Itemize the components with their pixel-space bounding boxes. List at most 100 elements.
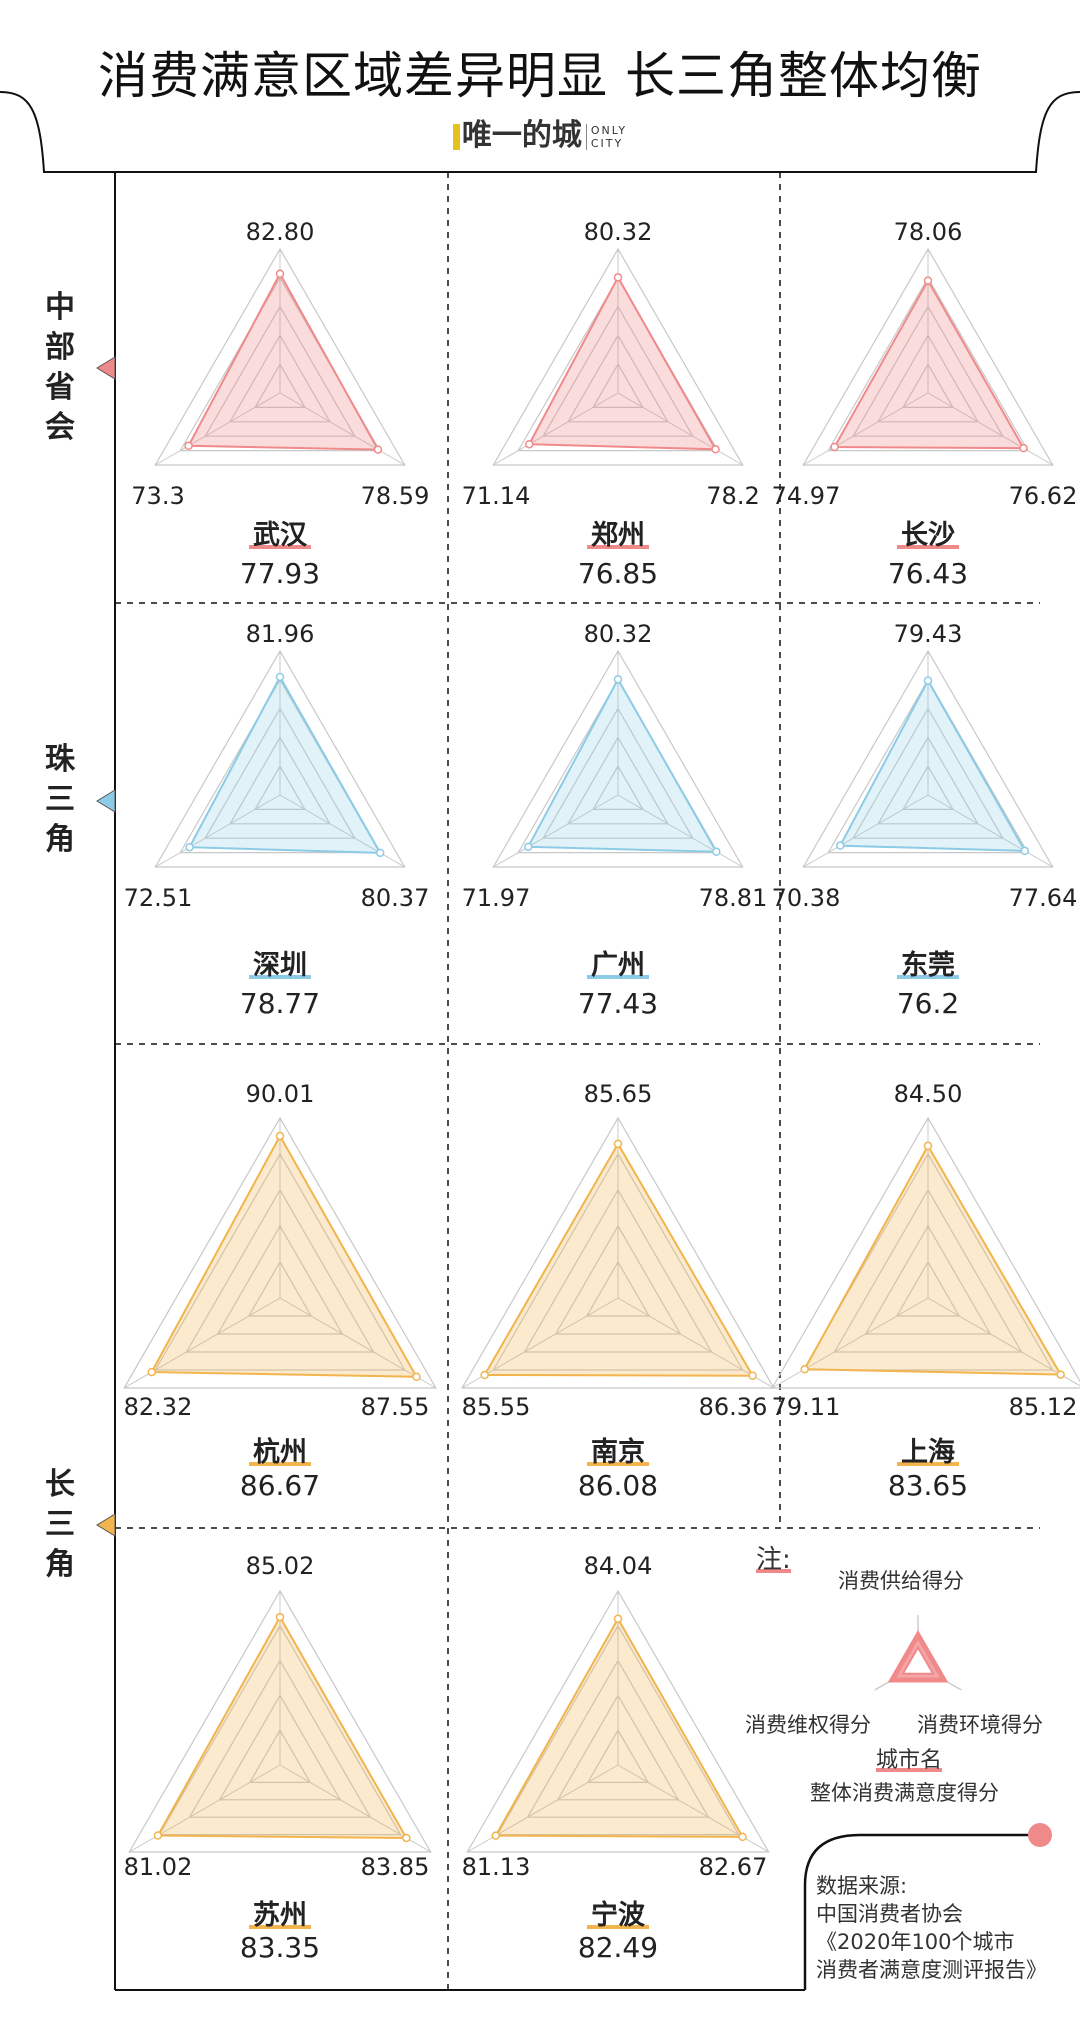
city-name-text: 苏州 — [249, 1900, 311, 1931]
radar-grid — [496, 1624, 740, 1836]
city-name-text: 东莞 — [897, 950, 959, 981]
city-name: 广州 — [538, 950, 698, 982]
radar-grid — [802, 247, 1054, 466]
radar-axis — [155, 392, 281, 466]
radar-axis — [803, 392, 929, 466]
radar-grid — [461, 1116, 775, 1389]
city-0-radar-point — [184, 441, 193, 451]
city-name-text: 深圳 — [249, 950, 311, 981]
radar-axis — [279, 1297, 437, 1389]
radar-grid — [247, 1260, 313, 1317]
rights-score: 81.13 — [461, 1853, 531, 1881]
source-org: 中国消费者协会 — [816, 1902, 963, 1926]
radar-grid — [204, 707, 356, 839]
rights-score: 70.38 — [771, 884, 841, 912]
supply-score: 82.80 — [245, 218, 315, 246]
radar-axis — [155, 794, 281, 868]
city-name: 上海 — [848, 1437, 1008, 1469]
city-name-text: 上海 — [897, 1437, 959, 1468]
environment-score: 76.62 — [1008, 482, 1078, 510]
radar-axis — [927, 392, 1053, 466]
radar-axis — [279, 392, 405, 466]
radar-grid — [864, 1224, 992, 1335]
region-label-prd: 珠三角 — [45, 742, 75, 857]
radar-grid — [523, 1188, 713, 1353]
radar-grid — [827, 276, 1029, 452]
source-report-2: 消费者满意度测评报告》 — [816, 1958, 1047, 1982]
radar-grid — [154, 1152, 406, 1371]
legend-overall: 整体消费满意度得分 — [810, 1781, 999, 1805]
city-5-radar-area — [838, 678, 1027, 852]
overall-score: 77.93 — [239, 557, 321, 590]
radar-grid — [492, 247, 744, 466]
environment-score: 82.67 — [698, 1853, 768, 1881]
radar-grid — [567, 736, 669, 825]
radar-grid — [592, 363, 644, 408]
radar-grid — [542, 305, 694, 437]
city-4-radar-point — [613, 675, 623, 684]
radar-grid — [248, 1728, 312, 1784]
city-5-radar-point — [923, 676, 933, 685]
radar-grid — [492, 649, 744, 868]
city-5-radar-point — [1020, 846, 1030, 856]
radar-grid — [877, 736, 979, 825]
legend-radar-icon — [901, 1645, 935, 1675]
region-label-yrd: 长三角 — [45, 1467, 75, 1582]
supply-score: 81.96 — [245, 620, 315, 648]
radar-grid — [852, 305, 1004, 437]
environment-score: 78.2 — [706, 482, 760, 510]
overall-score: 78.77 — [239, 987, 321, 1020]
environment-score: 77.64 — [1008, 884, 1078, 912]
city-8-radar-area — [803, 1143, 1063, 1376]
radar-grid — [185, 1188, 375, 1353]
city-name-text: 南京 — [587, 1437, 649, 1468]
city-name: 郑州 — [538, 520, 698, 552]
radar-grid — [802, 1152, 1054, 1371]
radar-grid — [895, 1260, 961, 1317]
radar-grid — [229, 334, 331, 423]
logo-bar-icon — [452, 123, 460, 150]
city-9-radar-point — [402, 1833, 411, 1843]
city-2-radar-point — [923, 276, 933, 285]
radar-grid — [542, 707, 694, 839]
city-name: 东莞 — [848, 950, 1008, 982]
radar-grid — [902, 363, 954, 408]
radar-grid — [158, 1624, 402, 1836]
header-bracket — [0, 91, 1080, 173]
city-10-radar-point — [738, 1832, 747, 1842]
city-8-radar-point — [923, 1141, 933, 1151]
city-1-radar-point — [613, 273, 623, 282]
city-10-radar-area — [494, 1616, 745, 1838]
environment-score: 78.59 — [360, 482, 430, 510]
rights-score: 71.14 — [461, 482, 531, 510]
supply-score: 84.50 — [893, 1080, 963, 1108]
city-3-radar-point — [275, 672, 285, 682]
city-3-radar-point — [185, 842, 194, 852]
region-marker-icon — [96, 1513, 116, 1537]
environment-score: 85.12 — [1008, 1393, 1078, 1421]
city-6-radar-point — [147, 1367, 156, 1377]
radar-grid — [229, 736, 331, 825]
radar-grid — [556, 1694, 680, 1801]
city-0-radar-area — [186, 271, 380, 451]
overall-score: 83.65 — [887, 1469, 969, 1502]
city-7-radar-point — [480, 1370, 489, 1380]
city-name-text: 长沙 — [897, 520, 959, 551]
city-name: 南京 — [538, 1437, 698, 1469]
radar-axis — [493, 794, 619, 868]
environment-score: 86.36 — [698, 1393, 768, 1421]
rights-score: 72.51 — [123, 884, 193, 912]
city-3-radar-point — [375, 848, 385, 858]
city-4-radar-point — [712, 847, 721, 856]
city-name: 长沙 — [848, 520, 1008, 552]
radar-axis — [279, 794, 405, 868]
supply-score: 78.06 — [893, 218, 963, 246]
radar-grid — [123, 1116, 437, 1389]
supply-score: 90.01 — [245, 1080, 315, 1108]
radar-grid — [592, 765, 644, 811]
city-1-radar-point — [711, 445, 720, 454]
city-name: 杭州 — [200, 1437, 360, 1469]
city-5-radar-point — [835, 841, 845, 850]
source-note: 数据来源: 中国消费者协会 《2020年100个城市 消费者满意度测评报告》 — [816, 1872, 1047, 1984]
